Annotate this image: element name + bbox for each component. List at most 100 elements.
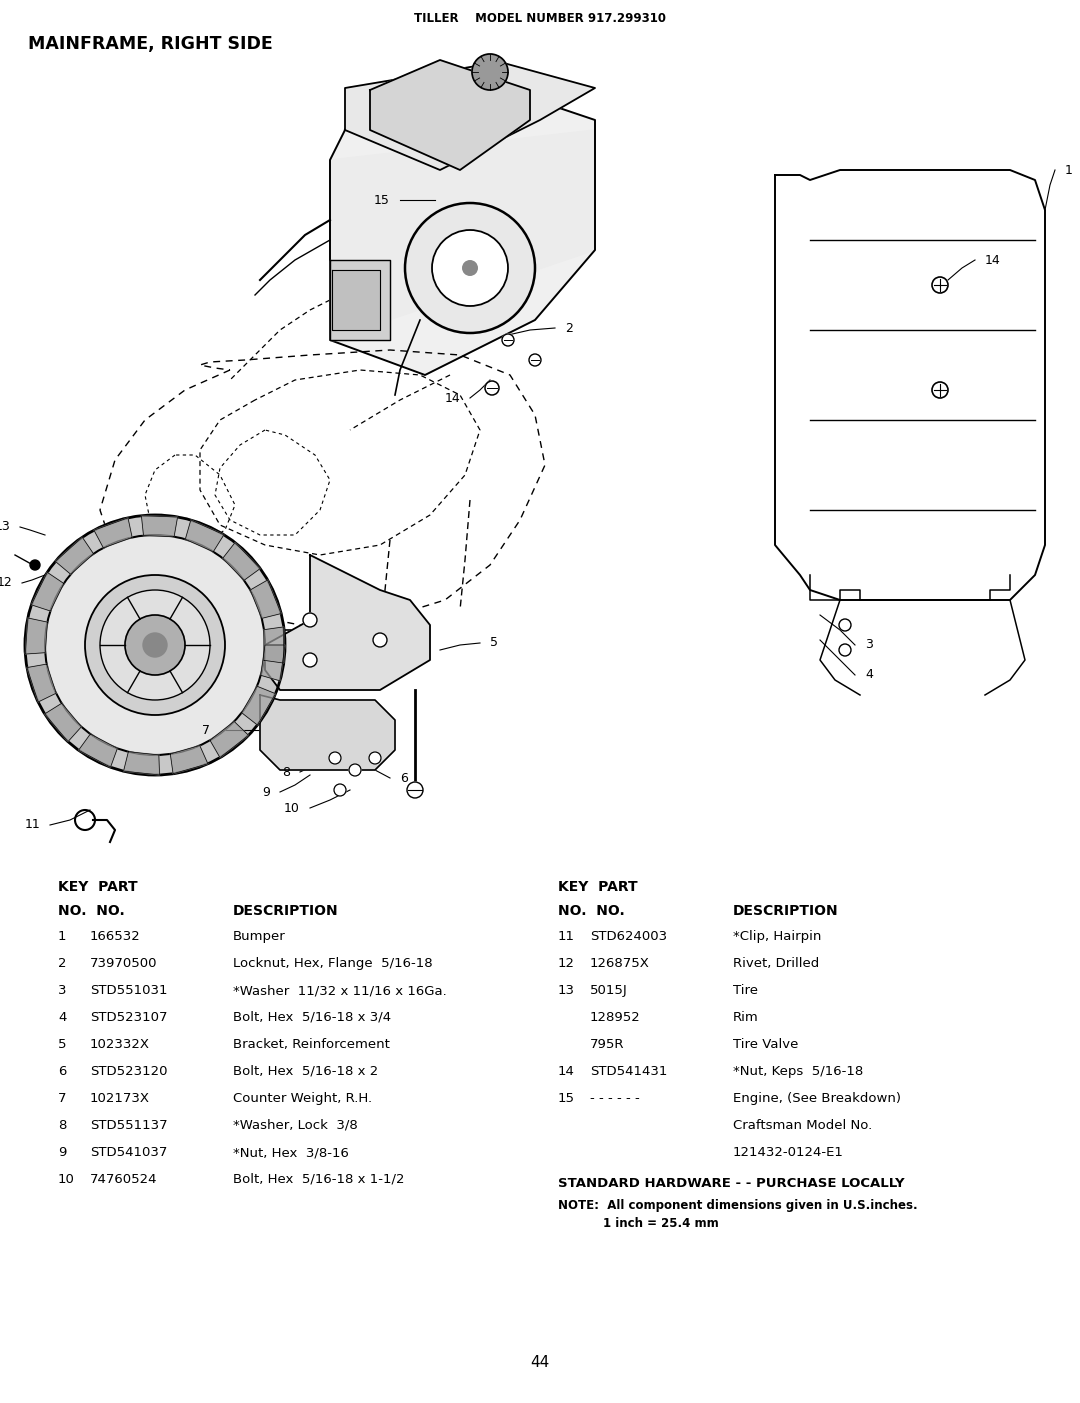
Polygon shape [141,516,177,537]
Text: 3: 3 [58,984,67,998]
Text: 10: 10 [58,1173,75,1186]
Circle shape [303,613,318,627]
Text: STD624003: STD624003 [590,930,667,943]
Text: 15: 15 [374,194,390,206]
Text: STD523107: STD523107 [90,1012,167,1024]
Text: Rivet, Drilled: Rivet, Drilled [733,957,820,969]
Polygon shape [251,579,281,619]
Text: Counter Weight, R.H.: Counter Weight, R.H. [233,1092,373,1106]
Polygon shape [171,745,207,773]
Circle shape [529,354,541,366]
Text: NO.  NO.: NO. NO. [558,904,624,918]
Polygon shape [25,617,48,654]
Text: 3: 3 [865,638,873,651]
Text: 1 inch = 25.4 mm: 1 inch = 25.4 mm [603,1216,719,1230]
Text: Bolt, Hex  5/16-18 x 3/4: Bolt, Hex 5/16-18 x 3/4 [233,1012,391,1024]
Circle shape [839,644,851,657]
Text: 8: 8 [282,766,291,779]
Circle shape [932,276,948,293]
Text: 11: 11 [24,818,40,832]
Polygon shape [345,62,595,170]
Polygon shape [222,543,260,581]
Circle shape [349,765,361,776]
Text: Bracket, Reinforcement: Bracket, Reinforcement [233,1038,390,1051]
Circle shape [334,784,346,796]
Text: 102173X: 102173X [90,1092,150,1106]
Text: TILLER    MODEL NUMBER 917.299310: TILLER MODEL NUMBER 917.299310 [414,13,666,25]
Text: 2: 2 [565,321,572,334]
Text: STD523120: STD523120 [90,1065,167,1078]
Text: 6: 6 [58,1065,66,1078]
Text: 10: 10 [284,801,300,815]
Text: 74760524: 74760524 [90,1173,158,1186]
Text: 7: 7 [202,724,210,737]
Text: 12: 12 [0,577,12,589]
Circle shape [100,591,210,700]
Text: 15: 15 [558,1092,575,1106]
Polygon shape [79,734,118,767]
Polygon shape [260,694,395,770]
Text: 5: 5 [58,1038,67,1051]
Text: 2: 2 [58,957,67,969]
Circle shape [303,652,318,666]
Polygon shape [264,627,284,664]
Text: 6: 6 [400,772,408,784]
Text: 7: 7 [58,1092,67,1106]
Text: STANDARD HARDWARE - - PURCHASE LOCALLY: STANDARD HARDWARE - - PURCHASE LOCALLY [558,1177,905,1190]
Text: Tire Valve: Tire Valve [733,1038,798,1051]
Circle shape [30,560,40,570]
Text: STD551031: STD551031 [90,984,167,998]
Polygon shape [260,645,285,680]
Text: KEY  PART: KEY PART [558,880,637,894]
Polygon shape [27,664,56,702]
Text: 13: 13 [0,521,10,533]
Text: - - - - - -: - - - - - - [590,1092,639,1106]
Text: Tire: Tire [733,984,758,998]
Text: DESCRIPTION: DESCRIPTION [233,904,339,918]
Text: 9: 9 [262,786,270,798]
Text: 166532: 166532 [90,930,140,943]
Text: 128952: 128952 [590,1012,640,1024]
Circle shape [45,535,265,755]
Text: NO.  NO.: NO. NO. [58,904,125,918]
Circle shape [369,752,381,765]
Text: Locknut, Hex, Flange  5/16-18: Locknut, Hex, Flange 5/16-18 [233,957,433,969]
Text: 1: 1 [58,930,67,943]
Text: *Nut, Hex  3/8-16: *Nut, Hex 3/8-16 [233,1146,349,1159]
Text: KEY  PART: KEY PART [58,880,137,894]
Circle shape [329,752,341,765]
Circle shape [472,53,508,90]
Text: 4: 4 [865,668,873,682]
Text: 73970500: 73970500 [90,957,158,969]
Text: 11: 11 [558,930,575,943]
Text: 8: 8 [58,1120,66,1132]
Text: 14: 14 [558,1065,575,1078]
Polygon shape [332,269,380,330]
Text: 5015J: 5015J [590,984,627,998]
Polygon shape [94,518,132,549]
Circle shape [502,334,514,347]
Text: 795R: 795R [590,1038,624,1051]
Circle shape [432,230,508,306]
Circle shape [932,382,948,398]
Text: STD551137: STD551137 [90,1120,167,1132]
Text: Engine, (See Breakdown): Engine, (See Breakdown) [733,1092,901,1106]
Text: DESCRIPTION: DESCRIPTION [733,904,839,918]
Circle shape [373,633,387,647]
Polygon shape [210,721,248,758]
Text: *Nut, Keps  5/16-18: *Nut, Keps 5/16-18 [733,1065,863,1078]
Text: 44: 44 [530,1355,550,1369]
Text: STD541037: STD541037 [90,1146,167,1159]
Polygon shape [330,130,595,340]
Text: NOTE:  All component dimensions given in U.S.inches.: NOTE: All component dimensions given in … [558,1200,918,1212]
Text: *Washer, Lock  3/8: *Washer, Lock 3/8 [233,1120,357,1132]
Text: MAINFRAME, RIGHT SIDE: MAINFRAME, RIGHT SIDE [28,35,273,53]
Circle shape [407,781,423,798]
Text: 9: 9 [58,1146,66,1159]
Polygon shape [186,521,224,551]
Circle shape [25,515,285,774]
Text: 102332X: 102332X [90,1038,150,1051]
Text: *Clip, Hairpin: *Clip, Hairpin [733,930,822,943]
Polygon shape [370,60,530,170]
Circle shape [839,619,851,631]
